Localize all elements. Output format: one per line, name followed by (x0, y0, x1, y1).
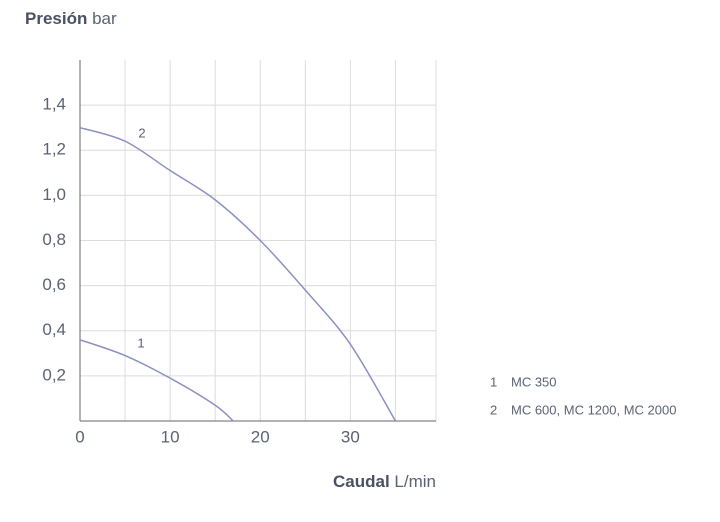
y-axis-title: Presión bar (25, 9, 117, 28)
legend-label: MC 350 (511, 374, 557, 389)
x-label: Caudal (333, 472, 390, 491)
curve (79, 339, 234, 422)
y-tick-label: 0,4 (42, 320, 66, 339)
curve-label: 1 (137, 335, 144, 350)
y-tick-label: 0,6 (42, 275, 66, 294)
x-axis-title: Caudal L/min (333, 472, 436, 491)
legend-number: 2 (490, 402, 497, 417)
x-tick-label: 10 (161, 427, 180, 446)
x-tick-label: 20 (251, 427, 270, 446)
y-tick-label: 1,0 (42, 185, 66, 204)
legend-number: 1 (490, 374, 497, 389)
y-tick-label: 1,4 (42, 95, 66, 114)
y-tick-label: 1,2 (42, 140, 66, 159)
x-tick-label: 0 (75, 427, 84, 446)
curve (79, 126, 397, 422)
x-unit: L/min (394, 472, 436, 491)
y-label: Presión (25, 9, 87, 28)
y-tick-label: 0,8 (42, 230, 66, 249)
y-tick-label: 0,2 (42, 365, 66, 384)
curve-label: 2 (138, 125, 145, 140)
x-tick-label: 30 (341, 427, 360, 446)
y-unit: bar (92, 9, 117, 28)
legend-label: MC 600, MC 1200, MC 2000 (511, 402, 676, 417)
